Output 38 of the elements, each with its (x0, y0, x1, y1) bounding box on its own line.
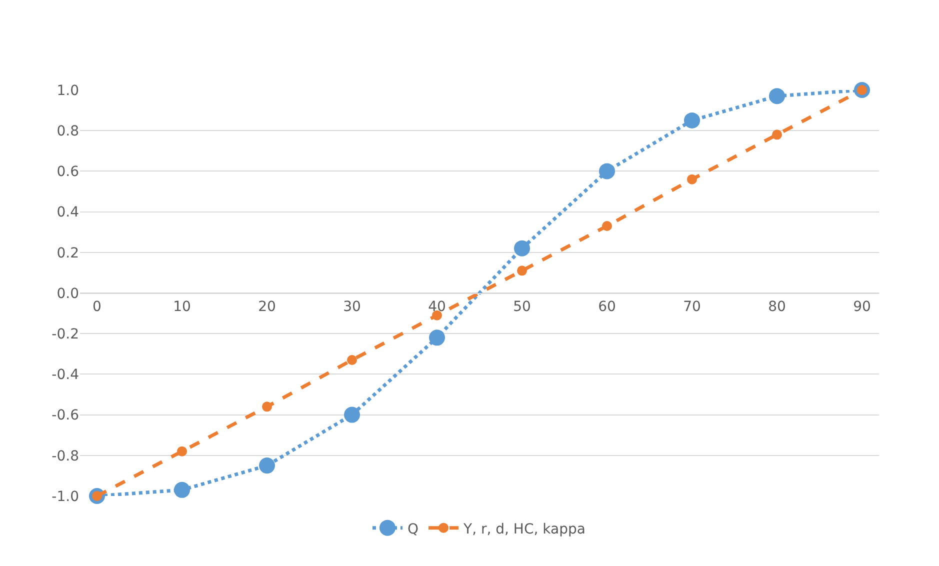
point (344, 406, 360, 423)
y-tick-label: 0.0 (56, 286, 79, 302)
x-tick-label: 50 (513, 298, 531, 315)
y-tick-label: 0.2 (56, 245, 79, 262)
point (347, 354, 357, 365)
y-tick-label: -0.2 (52, 326, 79, 342)
y-tick-label: 1.0 (56, 82, 79, 99)
point (769, 88, 785, 104)
x-tick-label: 60 (598, 298, 616, 315)
point (514, 240, 530, 256)
point (772, 130, 782, 140)
y-tick-label: 0.8 (56, 124, 79, 140)
x-tick-label: 70 (683, 298, 701, 315)
x-tick-label: 30 (343, 298, 361, 315)
point (687, 174, 697, 184)
y-tick-label: -0.6 (52, 408, 80, 424)
x-tick-label: 80 (768, 298, 786, 315)
y-tick-label: 0.6 (56, 164, 80, 180)
point (262, 402, 272, 412)
y-tick-label: -1.0 (52, 488, 79, 505)
x-tick-label: 40 (428, 298, 446, 315)
legend-label: Q (408, 521, 419, 538)
point (517, 266, 527, 276)
point (259, 458, 275, 474)
legend-label: Y, r, d, HC, kappa (462, 521, 586, 538)
point (177, 446, 187, 456)
y-tick-label: -0.4 (52, 367, 80, 384)
y-tick-label: -0.8 (52, 448, 79, 464)
point (602, 221, 612, 232)
point (429, 330, 445, 346)
x-tick-label: 20 (258, 298, 276, 315)
x-tick-label: 90 (853, 298, 871, 315)
x-tick-label: 0 (92, 298, 102, 315)
x-tick-label: 10 (173, 298, 191, 315)
point (599, 163, 615, 180)
y-tick-label: 0.4 (56, 204, 80, 221)
point (684, 112, 700, 128)
point (174, 482, 190, 498)
